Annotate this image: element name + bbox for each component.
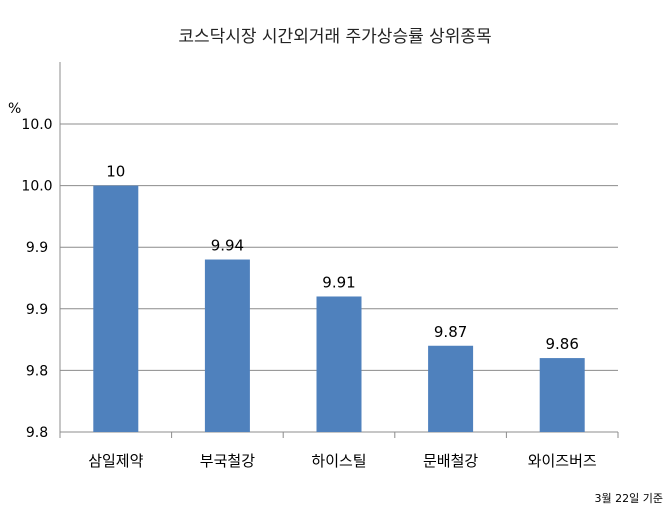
bar — [316, 296, 362, 432]
bar — [93, 185, 139, 432]
footnote: 3월 22일 기준 — [595, 491, 663, 505]
category-label: 삼일제약 — [88, 452, 143, 470]
data-label: 9.91 — [322, 273, 355, 291]
y-tick-label: 9.9 — [26, 302, 48, 318]
y-axis-ticks: 9.8 9.8 9.9 9.9 10.0 10.0 — [21, 117, 52, 441]
bars — [93, 185, 585, 432]
y-tick-label: 10.0 — [21, 117, 52, 133]
category-labels: 삼일제약 부국철강 하이스틸 문배철강 와이즈버즈 — [88, 452, 597, 470]
y-tick-label: 9.8 — [26, 363, 48, 379]
y-tick-label: 10.0 — [21, 179, 52, 195]
data-label: 9.94 — [211, 237, 244, 255]
chart-title: 코스닥시장 시간외거래 주가상승률 상위종목 — [178, 27, 491, 47]
y-tick-label: 9.9 — [26, 240, 48, 256]
data-label: 10 — [106, 163, 125, 181]
category-label: 하이스틸 — [311, 452, 366, 470]
y-tick-label: 9.8 — [26, 425, 48, 441]
data-label: 9.86 — [545, 335, 578, 353]
category-label: 와이즈버즈 — [528, 452, 597, 470]
bar — [204, 259, 250, 432]
bar — [428, 345, 474, 432]
x-axis — [59, 62, 619, 438]
y-axis-unit: % — [8, 101, 21, 117]
category-label: 부국철강 — [200, 452, 255, 470]
data-labels: 10 9.94 9.91 9.87 9.86 — [106, 163, 579, 353]
data-label: 9.87 — [434, 323, 467, 341]
bar — [539, 358, 585, 432]
category-label: 문배철강 — [423, 452, 478, 470]
